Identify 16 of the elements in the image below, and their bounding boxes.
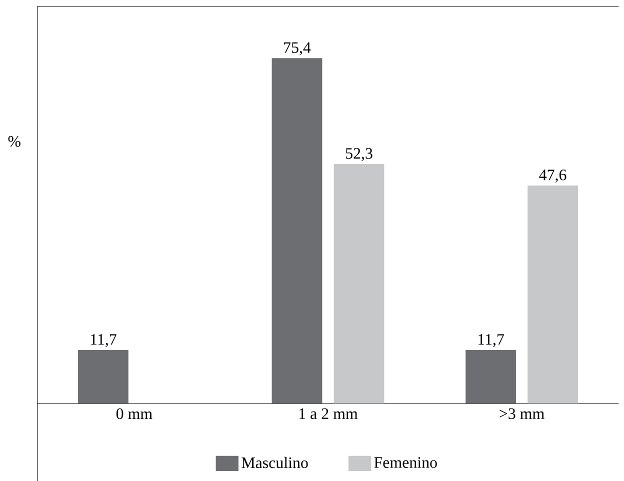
bar — [272, 58, 322, 404]
data-label: 47,6 — [539, 170, 566, 183]
data-label: 75,4 — [284, 42, 311, 56]
bar — [528, 186, 578, 404]
data-label: 11,7 — [90, 334, 116, 348]
legend-label: Femenino — [374, 457, 437, 468]
bar — [78, 350, 128, 404]
bar — [466, 350, 516, 404]
x-tick-label: 1 a 2 mm — [300, 408, 358, 420]
data-label: 52,3 — [346, 148, 372, 162]
y-axis-title: % — [8, 136, 20, 147]
data-label: 11,7 — [478, 334, 504, 348]
legend-label: Masculino — [242, 456, 308, 468]
bar — [334, 164, 384, 404]
x-tick-label: >3 mm — [500, 408, 544, 420]
x-tick-label: 0 mm — [116, 408, 152, 420]
